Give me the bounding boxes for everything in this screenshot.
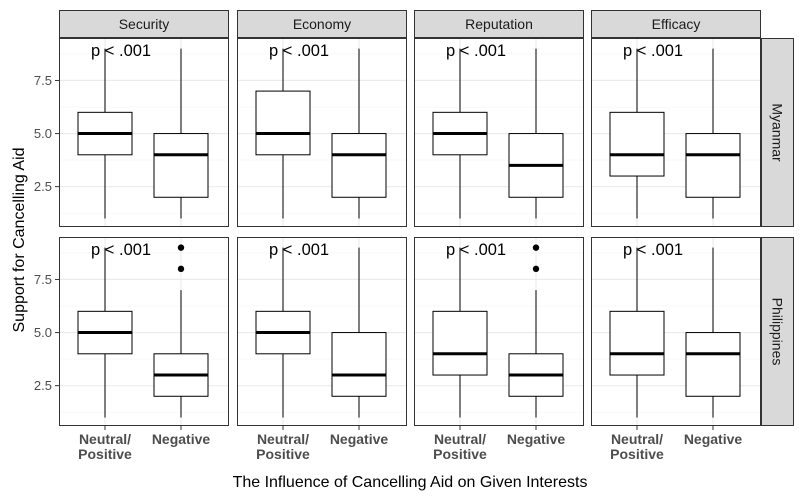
strip-economy-bg <box>237 10 407 38</box>
y-tick-label: 2.5 <box>34 179 52 194</box>
p-value-label-myanmar-security: p < .001 <box>91 42 151 60</box>
p-value-label-philippines-reputation: p < .001 <box>446 241 506 259</box>
x-tick-label-line: Positive <box>610 446 664 462</box>
boxplot-myanmar-reputation-negative <box>508 48 564 219</box>
panel-border-philippines-efficacy <box>591 237 761 426</box>
x-tick-label-neutral-positive: Neutral/Positive <box>256 431 310 462</box>
strip-label-philippines: Philippines <box>770 298 786 366</box>
strip-efficacy-bg <box>591 10 761 38</box>
boxplot-philippines-efficacy-neutral-positive <box>609 247 665 418</box>
x-tick-label-line: Positive <box>256 446 310 462</box>
x-tick-label-line: Neutral/ <box>611 431 663 447</box>
x-tick-label-line: Positive <box>433 446 487 462</box>
y-tick-label: 7.5 <box>34 272 52 287</box>
boxplot-philippines-efficacy-negative <box>685 247 741 418</box>
boxplot-myanmar-reputation-neutral-positive <box>432 48 488 219</box>
iqr-box <box>331 133 387 198</box>
x-tick-label-negative: Negative <box>684 431 743 447</box>
axes-layer: 2.5 5.0 7.5 2.5 5.0 7.5 Neutral/Positive Negati… <box>34 38 761 462</box>
iqr-box <box>153 133 209 198</box>
boxplot-philippines-security-neutral-positive <box>77 247 133 418</box>
y-tick-label: 2.5 <box>34 378 52 393</box>
x-axis-title: The Influence of Cancelling Aid on Given… <box>233 474 588 491</box>
strip-label-efficacy: Efficacy <box>652 16 701 32</box>
panel-border-philippines-security <box>59 237 229 426</box>
outlier-point <box>532 265 540 273</box>
x-tick-label-line: Neutral/ <box>79 431 131 447</box>
y-tick-label: 5.0 <box>34 325 52 340</box>
boxplot-philippines-economy-neutral-positive <box>255 247 311 418</box>
x-tick-label-neutral-positive: Neutral/Positive <box>78 431 132 462</box>
x-tick-label-neutral-positive: Neutral/Positive <box>433 431 487 462</box>
y-tick-label: 7.5 <box>34 73 52 88</box>
strip-reputation-bg <box>414 10 584 38</box>
boxplot-myanmar-efficacy-neutral-positive <box>609 48 665 219</box>
outlier-point <box>177 244 185 251</box>
boxplot-myanmar-economy-negative <box>331 48 387 219</box>
strip-philippines-bg <box>761 237 794 426</box>
strip-layer: Security Economy Reputation Efficacy Myanmar… <box>59 10 794 426</box>
outlier-point <box>532 244 540 251</box>
p-value-label-myanmar-economy: p < .001 <box>269 42 329 60</box>
boxplot-myanmar-economy-neutral-positive <box>255 48 311 219</box>
strip-label-economy: Economy <box>293 16 351 32</box>
p-value-label-myanmar-efficacy: p < .001 <box>623 42 683 60</box>
boxplot-myanmar-security-negative <box>153 48 209 219</box>
x-tick-label-line: Positive <box>78 446 132 462</box>
strip-label-myanmar: Myanmar <box>770 103 786 162</box>
x-tick-label-line: Neutral/ <box>257 431 309 447</box>
iqr-box <box>255 90 311 156</box>
iqr-box <box>331 332 387 397</box>
strip-myanmar-bg <box>761 38 794 227</box>
x-tick-label-neutral-positive: Neutral/Positive <box>610 431 664 462</box>
p-value-label-philippines-efficacy: p < .001 <box>623 241 683 259</box>
x-tick-label-line: Negative <box>330 431 389 447</box>
panel-border-myanmar-economy <box>237 38 407 227</box>
strip-label-security: Security <box>119 16 170 32</box>
x-tick-label-negative: Negative <box>507 431 566 447</box>
x-tick-label-line: Negative <box>152 431 211 447</box>
boxplot-philippines-economy-negative <box>331 247 387 418</box>
iqr-box <box>685 332 741 397</box>
panel-border-myanmar-reputation <box>414 38 584 227</box>
strip-label-reputation: Reputation <box>465 16 533 32</box>
y-tick-label: 5.0 <box>34 126 52 141</box>
panel-border-myanmar-security <box>59 38 229 227</box>
x-tick-label-line: Negative <box>684 431 743 447</box>
iqr-box <box>432 310 488 376</box>
boxplot-philippines-reputation-negative <box>508 244 564 418</box>
x-tick-label-line: Negative <box>507 431 566 447</box>
p-value-label-myanmar-reputation: p < .001 <box>446 42 506 60</box>
y-axis-title: Support for Cancelling Aid <box>11 148 28 333</box>
iqr-box <box>609 111 665 177</box>
panel-border-philippines-reputation <box>414 237 584 426</box>
iqr-box <box>609 310 665 376</box>
boxplot-myanmar-efficacy-negative <box>685 48 741 219</box>
x-tick-label-negative: Negative <box>330 431 389 447</box>
outlier-point <box>177 265 185 273</box>
x-tick-label-negative: Negative <box>152 431 211 447</box>
panel-border-myanmar-efficacy <box>591 38 761 227</box>
p-value-label-philippines-security: p < .001 <box>91 241 151 259</box>
iqr-box <box>685 133 741 198</box>
boxplot-myanmar-security-neutral-positive <box>77 48 133 219</box>
box-layer <box>77 48 741 418</box>
boxplot-philippines-reputation-neutral-positive <box>432 247 488 418</box>
strip-security-bg <box>59 10 229 38</box>
boxplot-philippines-security-negative <box>153 244 209 418</box>
p-value-label-philippines-economy: p < .001 <box>269 241 329 259</box>
annotation-layer: p < .001 p < .001 p < .001 p < .001 p < .001… <box>91 42 683 259</box>
panel-border-philippines-economy <box>237 237 407 426</box>
x-tick-label-line: Neutral/ <box>434 431 486 447</box>
